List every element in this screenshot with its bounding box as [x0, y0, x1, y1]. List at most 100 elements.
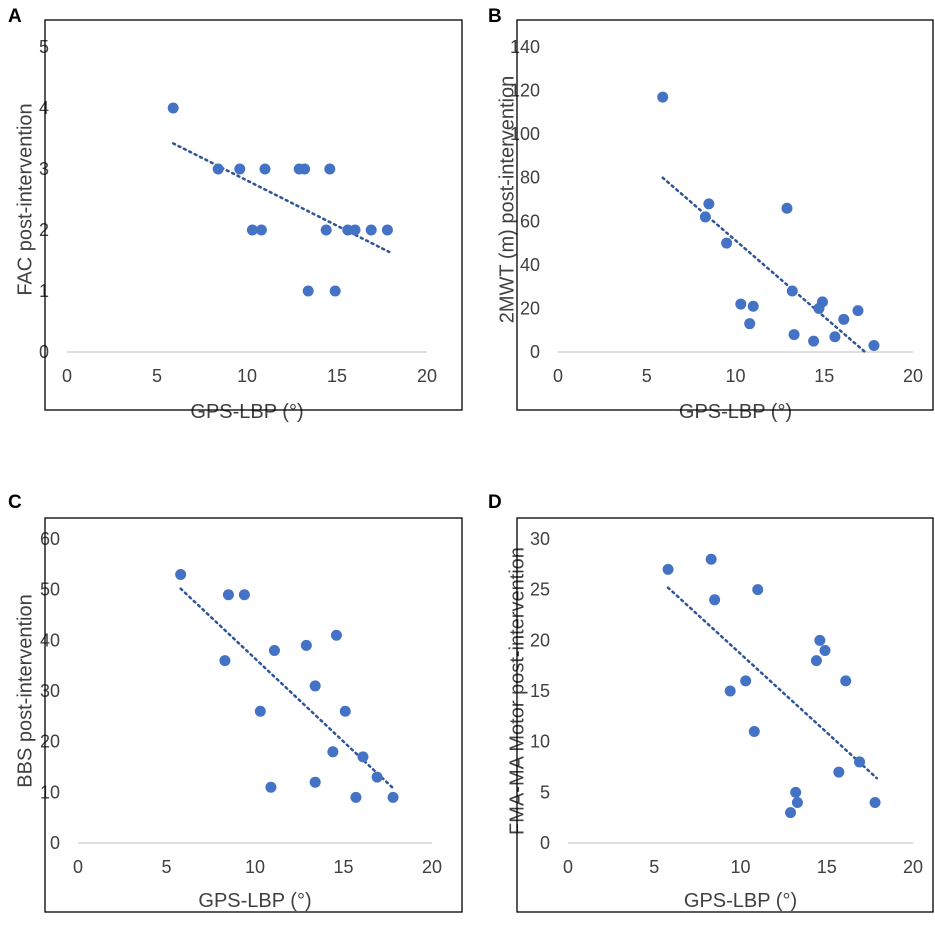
x-tick-label: 20 — [903, 366, 923, 386]
trendline — [666, 586, 879, 780]
data-point — [265, 781, 277, 793]
data-point — [840, 675, 852, 687]
y-tick-label: 20 — [40, 732, 60, 752]
data-point — [699, 211, 711, 223]
y-tick-label: 0 — [50, 833, 60, 853]
y-tick-label: 3 — [39, 159, 49, 179]
y-tick-label: 30 — [40, 681, 60, 701]
panel-border — [516, 517, 934, 913]
data-point — [371, 771, 383, 783]
data-point — [234, 163, 246, 175]
x-tick-label: 10 — [725, 366, 745, 386]
data-point — [785, 807, 797, 819]
y-tick-label: 15 — [530, 681, 550, 701]
data-point — [838, 313, 850, 325]
data-point — [808, 335, 820, 347]
x-tick-label: 20 — [903, 857, 923, 877]
panel-border — [44, 517, 463, 913]
panel-label: D — [488, 492, 502, 513]
data-point — [852, 305, 864, 317]
y-tick-label: 5 — [39, 37, 49, 57]
x-axis-label: GPS-LBP (°) — [679, 401, 792, 423]
data-point — [748, 726, 760, 738]
x-axis-label: GPS-LBP (°) — [198, 890, 311, 912]
y-tick-label: 20 — [520, 298, 540, 318]
data-point — [810, 655, 822, 667]
panel-c: C 0 5 10 15 20 0 10 20 30 40 50 60 GPS-LBP (°) BBS pos… — [8, 492, 442, 912]
x-tick-label: 10 — [245, 857, 265, 877]
panel-border — [516, 19, 934, 411]
x-tick-label: 15 — [814, 366, 834, 386]
data-point — [259, 163, 271, 175]
data-point — [814, 634, 826, 646]
y-tick-label: 40 — [520, 255, 540, 275]
data-point — [246, 224, 258, 236]
x-tick-label: 15 — [327, 366, 347, 386]
y-tick-label: 0 — [540, 833, 550, 853]
y-tick-label: 0 — [39, 342, 49, 362]
y-axis-label: 2MWT (m) post-intervention — [496, 76, 518, 323]
data-point — [329, 285, 341, 297]
data-point — [816, 296, 828, 308]
data-point — [219, 655, 231, 667]
data-point — [309, 680, 321, 692]
data-point — [255, 224, 267, 236]
y-tick-label: 30 — [530, 529, 550, 549]
plot-frame — [78, 539, 432, 843]
y-tick-label: 20 — [530, 630, 550, 650]
data-point — [721, 237, 733, 249]
data-point — [740, 675, 752, 687]
panel-border — [44, 19, 463, 411]
y-axis-label: FAC post-intervention — [14, 103, 36, 295]
data-point — [268, 644, 280, 656]
y-tick-label: 40 — [40, 630, 60, 650]
panel-label: B — [488, 6, 502, 27]
data-point — [662, 563, 674, 575]
y-tick-label: 25 — [530, 580, 550, 600]
data-point — [324, 163, 336, 175]
plot-frame — [568, 539, 913, 843]
data-point — [786, 285, 798, 297]
data-point — [819, 644, 831, 656]
y-axis-label: BBS post-intervention — [14, 594, 36, 787]
data-point — [212, 163, 224, 175]
x-tick-label: 0 — [62, 366, 72, 386]
data-point — [339, 705, 351, 717]
data-point — [752, 584, 764, 596]
data-point — [349, 224, 361, 236]
panel-label: A — [8, 6, 22, 27]
data-point — [309, 776, 321, 788]
x-axis-label: GPS-LBP (°) — [190, 401, 303, 423]
data-point — [790, 786, 802, 798]
data-point — [788, 329, 800, 341]
data-point — [833, 766, 845, 778]
data-point — [167, 102, 179, 114]
data-point — [744, 318, 756, 330]
panel-a: A 0 5 10 15 20 0 1 2 3 4 5 GPS-LBP (°) FAC post-inter… — [8, 6, 437, 423]
x-tick-label: 5 — [642, 366, 652, 386]
trendline — [661, 176, 867, 354]
x-axis-label: GPS-LBP (°) — [684, 890, 797, 912]
y-tick-label: 50 — [40, 580, 60, 600]
x-tick-label: 20 — [417, 366, 437, 386]
x-tick-label: 20 — [422, 857, 442, 877]
plot-frame — [67, 47, 427, 352]
data-point — [365, 224, 377, 236]
data-point — [330, 629, 342, 641]
data-point — [709, 594, 721, 606]
x-tick-label: 5 — [649, 857, 659, 877]
y-tick-label: 5 — [540, 782, 550, 802]
data-point — [724, 685, 736, 697]
y-tick-label: 60 — [40, 529, 60, 549]
data-point — [175, 568, 187, 580]
data-point — [869, 796, 881, 808]
data-point — [854, 756, 866, 768]
x-tick-label: 10 — [730, 857, 750, 877]
data-point — [791, 796, 803, 808]
y-tick-label: 60 — [520, 211, 540, 231]
y-tick-label: 10 — [530, 732, 550, 752]
